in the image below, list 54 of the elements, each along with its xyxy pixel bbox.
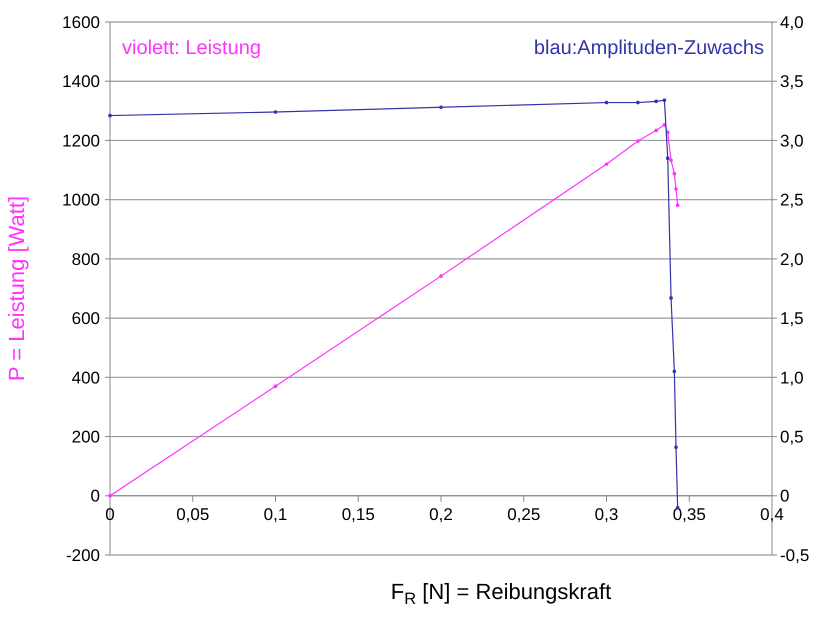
x-tick-label: 0,05	[176, 504, 210, 524]
y-tick-label: 1200	[62, 131, 100, 150]
y2-tick-label: 0,5	[780, 428, 804, 447]
x-tick-label: 0,1	[264, 504, 288, 524]
point	[676, 203, 680, 208]
point	[674, 187, 678, 191]
point	[636, 139, 640, 143]
y2-tick-label: 2,5	[780, 190, 804, 210]
point	[604, 162, 608, 166]
x-tick-label: 0	[105, 504, 115, 524]
x-tick-label: 0,35	[672, 504, 706, 524]
point	[108, 494, 112, 498]
point	[604, 100, 608, 104]
point	[654, 128, 658, 132]
point	[672, 370, 676, 374]
y-tick-label: 600	[72, 309, 100, 328]
point	[108, 114, 112, 118]
point	[274, 384, 278, 388]
text: blau:Amplituden-Zuwachs	[534, 37, 764, 59]
point	[672, 172, 676, 176]
y-tick-label: 1600	[62, 12, 100, 32]
y-tick-label: -200	[66, 546, 100, 565]
point	[674, 445, 678, 450]
y-tick-label: 1000	[62, 190, 100, 210]
y2-tick-label: 0	[780, 486, 790, 506]
y-tick-label: 0	[90, 486, 100, 506]
point	[666, 156, 670, 160]
y2-tick-label: 1,0	[780, 368, 804, 388]
x-tick-label: 0,25	[507, 504, 540, 524]
x-axis-title: F$_{R}$ [N] = Reibungskraft	[390, 579, 612, 608]
y2-tick-label: 2,0	[780, 250, 804, 269]
y2-tick-label: 4,0	[780, 12, 804, 32]
y-axis-title: P = Leistung [Watt]	[4, 196, 29, 382]
point	[439, 274, 443, 278]
point	[662, 98, 666, 102]
y2-tick-label: 1,5	[780, 309, 804, 328]
x-tick-label: 0,2	[429, 504, 453, 524]
point	[654, 100, 658, 104]
text: violett: Leistung	[122, 37, 261, 59]
point	[274, 110, 278, 114]
y2-tick-label: 3,5	[780, 72, 804, 92]
y-tick-label: 1400	[62, 72, 100, 92]
point	[669, 296, 673, 300]
y2-tick-label: -0,5	[780, 546, 810, 565]
point	[636, 100, 640, 104]
y-tick-label: 400	[72, 368, 100, 388]
point	[439, 105, 443, 110]
x-tick-label: 0,4	[760, 504, 784, 524]
y-tick-label: 200	[72, 428, 100, 447]
x-tick-label: 0,15	[342, 504, 375, 524]
x-tick-label: 0,3	[594, 504, 618, 524]
point	[669, 158, 673, 162]
y-tick-label: 800	[72, 250, 100, 269]
y2-tick-label: 3,0	[780, 131, 804, 150]
